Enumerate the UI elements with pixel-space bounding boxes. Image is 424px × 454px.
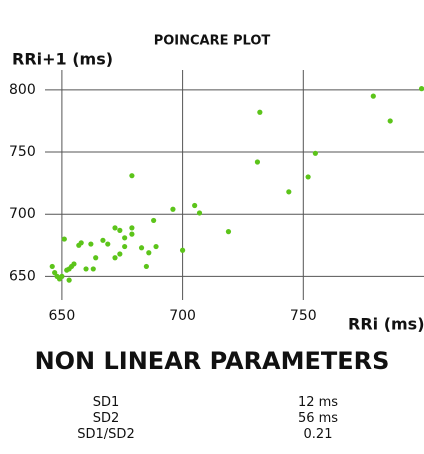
parameter-row: SD2 56 ms bbox=[0, 411, 424, 427]
parameter-value: 0.21 bbox=[303, 427, 333, 442]
chart-title: POINCARE PLOT bbox=[154, 34, 271, 49]
point bbox=[122, 243, 128, 250]
point bbox=[117, 251, 123, 257]
point bbox=[387, 118, 393, 124]
point bbox=[122, 235, 128, 241]
point bbox=[49, 263, 55, 270]
parameter-value: 56 ms bbox=[297, 411, 339, 426]
y-tick-label: 650 bbox=[9, 268, 36, 284]
point bbox=[196, 210, 203, 216]
x-tick-label: 650 bbox=[49, 308, 76, 324]
x-tick-label: 700 bbox=[169, 308, 196, 324]
point bbox=[71, 261, 77, 267]
y-tick-label: 700 bbox=[9, 206, 36, 222]
parameter-name: SD2 bbox=[92, 411, 120, 426]
point bbox=[129, 173, 135, 179]
parameter-row: SD1/SD2 0.21 bbox=[0, 427, 424, 443]
point bbox=[112, 255, 118, 261]
point bbox=[129, 225, 135, 231]
point bbox=[153, 243, 159, 250]
point bbox=[61, 236, 67, 242]
point bbox=[143, 263, 149, 270]
chart: POINCARE PLOT RRi+1 (ms) RRi (ms) NON LI… bbox=[9, 34, 424, 375]
point bbox=[78, 240, 84, 246]
point bbox=[129, 231, 135, 237]
point bbox=[170, 206, 176, 212]
parameter-row: SD1 12 ms bbox=[0, 395, 424, 411]
point bbox=[83, 266, 89, 272]
point bbox=[312, 150, 318, 156]
y-axis-label: RRi+1 (ms) bbox=[12, 50, 113, 69]
point bbox=[418, 86, 424, 92]
point bbox=[90, 266, 96, 272]
section-title: NON LINEAR PARAMETERS bbox=[35, 347, 390, 375]
parameter-name: SD1/SD2 bbox=[77, 427, 135, 442]
point bbox=[225, 229, 232, 235]
point bbox=[56, 276, 63, 282]
point bbox=[146, 250, 152, 256]
point bbox=[305, 174, 311, 180]
point bbox=[117, 227, 123, 233]
point bbox=[179, 247, 186, 253]
parameter-table: SD1 12 ms SD2 56 ms SD1/SD2 0.21 bbox=[0, 395, 424, 443]
point bbox=[93, 255, 99, 261]
parameter-name: SD1 bbox=[92, 395, 120, 410]
point bbox=[370, 93, 376, 99]
point bbox=[151, 217, 157, 224]
point bbox=[66, 277, 72, 283]
y-tick-label: 750 bbox=[9, 144, 36, 160]
point bbox=[254, 159, 261, 165]
point bbox=[257, 109, 263, 115]
x-tick-label: 750 bbox=[290, 308, 317, 324]
parameter-value: 12 ms bbox=[297, 395, 339, 410]
point bbox=[105, 241, 111, 247]
point bbox=[112, 225, 118, 231]
point bbox=[192, 202, 198, 209]
point bbox=[138, 245, 145, 251]
x-axis-label: RRi (ms) bbox=[348, 315, 424, 334]
point bbox=[52, 270, 58, 276]
point bbox=[286, 189, 292, 195]
y-tick-label: 800 bbox=[9, 82, 36, 98]
point bbox=[100, 237, 106, 243]
point bbox=[88, 241, 94, 247]
